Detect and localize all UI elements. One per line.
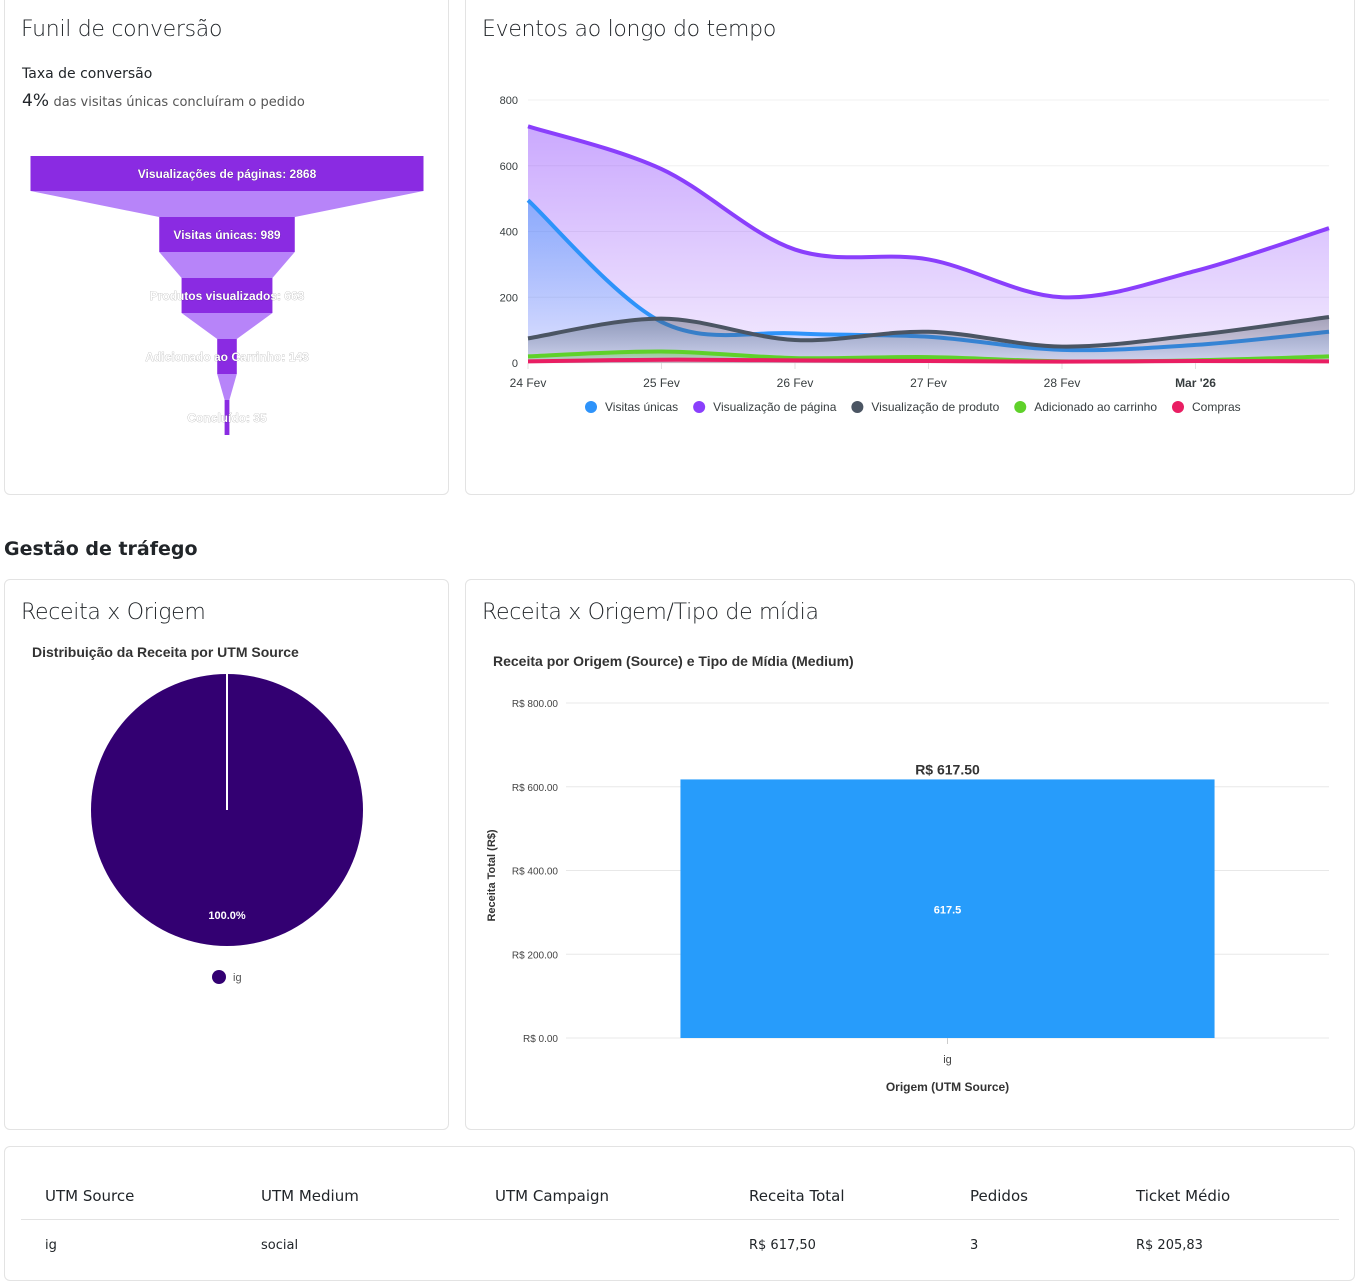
legend-marker — [1014, 401, 1027, 413]
funnel-card: Funil de conversão Taxa de conversão 4% … — [4, 0, 449, 495]
y-tick-label: R$ 400.00 — [512, 867, 559, 878]
funnel-stage-label: Adicionado ao Carrinho: 143 — [145, 350, 309, 364]
funnel-stage-bar — [30, 156, 424, 191]
bar-chart-title: Receita por Origem (Source) e Tipo de Mí… — [493, 653, 854, 669]
funnel-stage-label: Produtos visualizados: 663 — [150, 289, 305, 303]
header-utm-medium[interactable]: UTM Medium — [237, 1167, 471, 1220]
funnel-stage-label: Visitas únicas: 989 — [173, 228, 281, 242]
bar-inner-label: 617.5 — [934, 905, 962, 917]
conversion-text: das visitas únicas concluíram o pedido — [53, 95, 305, 110]
cell-ticket-medio: R$ 205,83 — [1136, 1238, 1203, 1253]
bar-top-label: R$ 617.50 — [915, 761, 980, 777]
x-tick-label: 26 Fev — [777, 376, 814, 390]
cell-receita-total: R$ 617,50 — [749, 1238, 816, 1253]
utm-table: UTM Source UTM Medium UTM Campaign Recei… — [21, 1167, 1339, 1273]
bar — [680, 779, 1215, 1038]
funnel-stage-bar — [217, 339, 237, 374]
x-tick-label: Mar '26 — [1175, 376, 1216, 390]
conversion-value: 4% — [22, 91, 49, 111]
conversion-label: Taxa de conversão — [22, 66, 153, 82]
header-ticket-medio[interactable]: Ticket Médio — [1112, 1167, 1339, 1220]
legend-marker — [693, 401, 706, 413]
x-axis-title: Origem (UTM Source) — [886, 1080, 1009, 1094]
conversion-rate: 4% das visitas únicas concluíram o pedid… — [22, 91, 305, 111]
legend-marker — [851, 401, 864, 413]
funnel-stage-label: Concluído: 35 — [187, 411, 267, 425]
table-header-row: UTM Source UTM Medium UTM Campaign Recei… — [21, 1167, 1339, 1220]
legend-label: Adicionado ao carrinho — [1034, 400, 1157, 414]
y-tick-label: 800 — [500, 95, 518, 107]
cell-utm-campaign — [471, 1220, 725, 1274]
y-tick-label: 600 — [500, 161, 518, 173]
events-title: Eventos ao longo do tempo — [482, 17, 776, 42]
y-tick-label: R$ 600.00 — [512, 783, 559, 794]
section-title: Gestão de tráfego — [4, 538, 198, 560]
bar-card-title: Receita x Origem/Tipo de mídia — [482, 600, 819, 625]
funnel-stage-bar — [224, 400, 230, 435]
legend-marker — [1172, 401, 1184, 413]
table-row: ig social R$ 617,50 3 R$ 205,83 — [21, 1220, 1339, 1274]
funnel-connector — [181, 313, 273, 339]
x-tick-label: 28 Fev — [1044, 376, 1081, 390]
y-tick-label: 400 — [500, 227, 518, 239]
pie-data-label: 100.0% — [208, 910, 246, 922]
legend-label: Visitas únicas — [605, 400, 678, 414]
series-line-1 — [527, 124, 1330, 300]
funnel-connector — [30, 191, 424, 217]
legend-label: Visualização de produto — [871, 400, 999, 414]
funnel-connector — [159, 252, 295, 278]
legend-marker — [212, 970, 226, 984]
header-pedidos[interactable]: Pedidos — [946, 1167, 1112, 1220]
legend-marker — [585, 401, 597, 413]
events-chart: 0 200 400 600 800 24 Fev 25 Fev 26 Fev 27 Fev 28 … — [500, 95, 1330, 414]
x-tick-label: 25 Fev — [643, 376, 680, 390]
funnel-chart: Visualizações de páginas: 2868 Visitas ún… — [30, 156, 424, 435]
header-utm-source[interactable]: UTM Source — [21, 1167, 237, 1220]
events-card: Eventos ao longo do tempo 0 200 400 600 800 2… — [465, 0, 1355, 495]
header-utm-campaign[interactable]: UTM Campaign — [471, 1167, 725, 1220]
y-tick-label: R$ 200.00 — [512, 950, 559, 961]
header-receita-total[interactable]: Receita Total — [725, 1167, 946, 1220]
legend-label: Visualização de página — [713, 400, 837, 414]
funnel-connector — [217, 374, 237, 400]
x-tick-label: 24 Fev — [510, 376, 547, 390]
funnel-stage-bar — [159, 217, 295, 252]
bar-card: Receita x Origem/Tipo de mídia Receita p… — [465, 579, 1355, 1130]
cell-pedidos: 3 — [970, 1238, 979, 1253]
y-axis-title: Receita Total (R$) — [486, 829, 498, 921]
pie-chart: Distribuição da Receita por UTM Source 10… — [32, 644, 363, 984]
pie-card-title: Receita x Origem — [21, 600, 206, 625]
x-tick-label: 27 Fev — [910, 376, 947, 390]
cell-utm-medium: social — [261, 1238, 299, 1253]
bar-chart: Receita por Origem (Source) e Tipo de Mí… — [486, 653, 1329, 1094]
pie-card: Receita x Origem Distribuição da Receita… — [4, 579, 449, 1130]
y-tick-label: R$ 800.00 — [512, 699, 559, 710]
y-tick-label: 200 — [500, 292, 518, 304]
pie-title: Distribuição da Receita por UTM Source — [32, 644, 299, 660]
funnel-title: Funil de conversão — [21, 17, 223, 42]
y-tick-label: R$ 0.00 — [523, 1034, 558, 1045]
series-line-2 — [527, 314, 1330, 349]
series-area-1 — [528, 126, 1329, 363]
funnel-stage-bar — [181, 278, 273, 313]
funnel-stage-label: Visualizações de páginas: 2868 — [138, 167, 317, 181]
y-tick-label: 0 — [512, 358, 518, 370]
legend-label: ig — [233, 972, 242, 984]
cell-utm-source: ig — [45, 1238, 57, 1253]
legend-label: Compras — [1192, 400, 1241, 414]
x-tick-label: ig — [943, 1054, 952, 1066]
series-area-2 — [528, 316, 1329, 363]
utm-table-card: UTM Source UTM Medium UTM Campaign Recei… — [4, 1146, 1355, 1281]
series-line-4 — [527, 357, 1330, 364]
